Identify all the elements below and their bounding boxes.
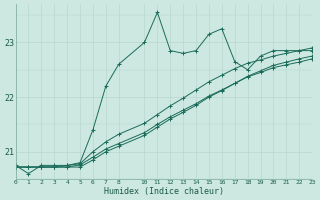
X-axis label: Humidex (Indice chaleur): Humidex (Indice chaleur) [104,187,224,196]
